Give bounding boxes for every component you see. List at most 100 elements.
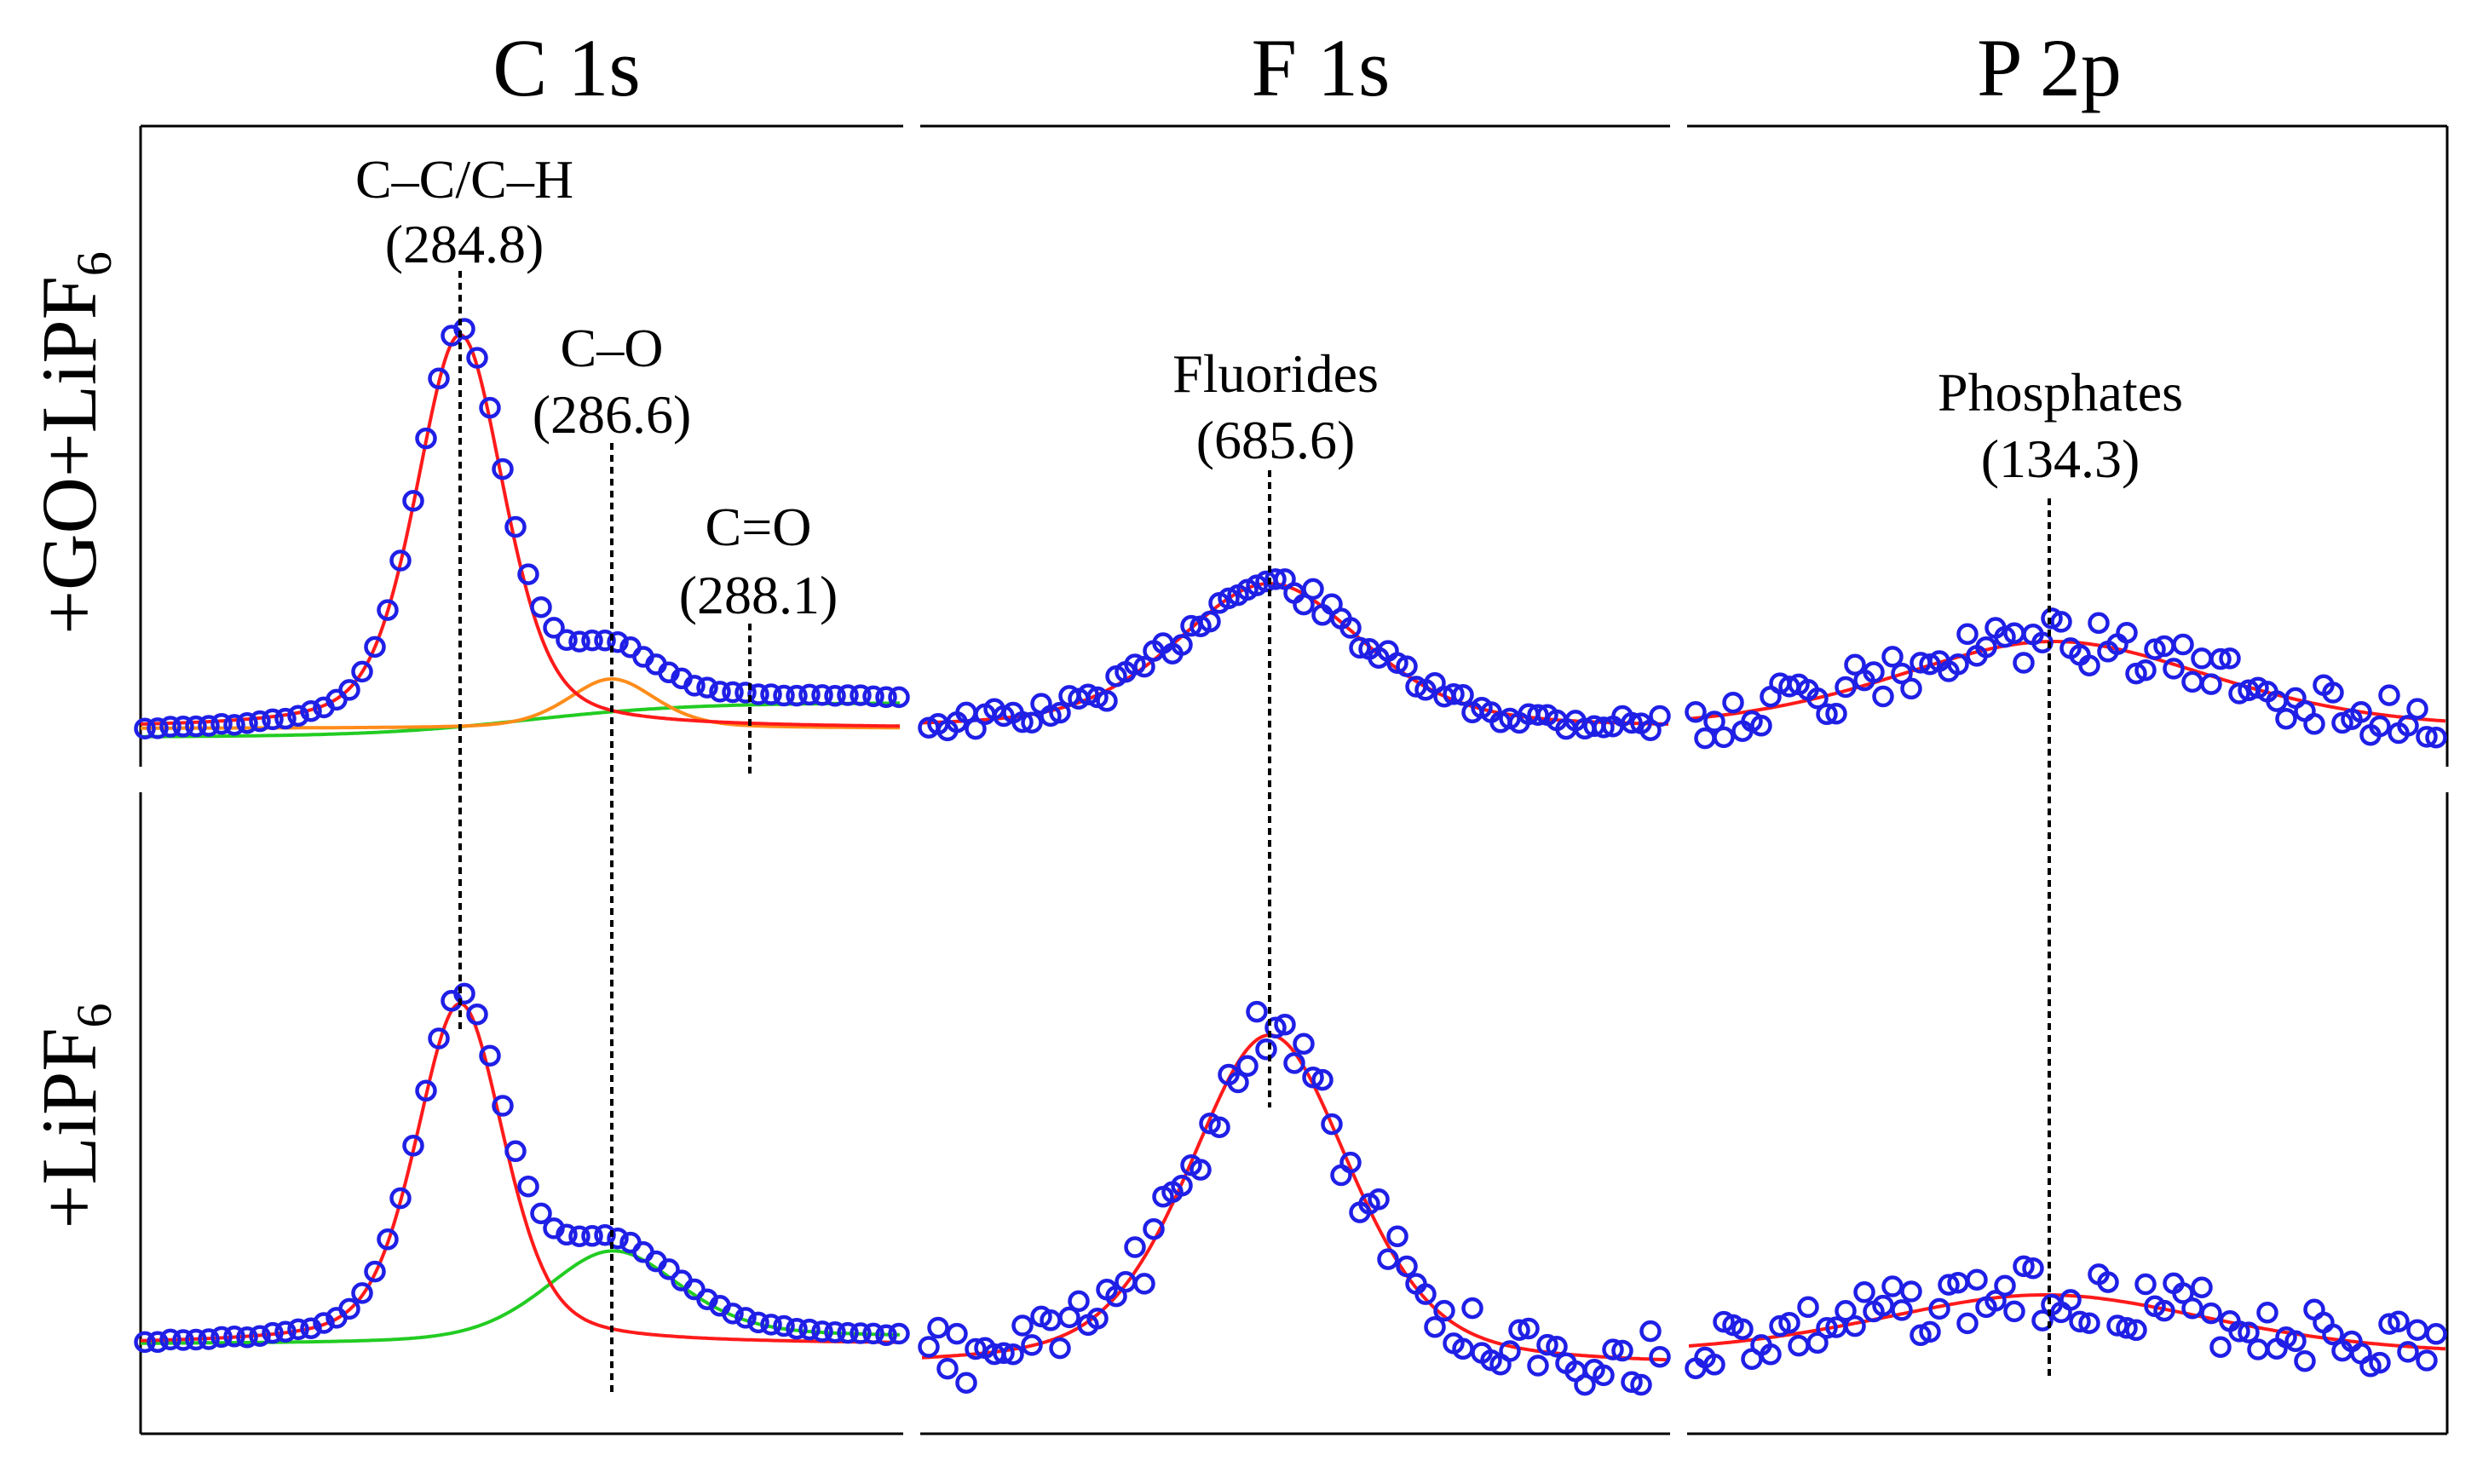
p2p-top-data-point xyxy=(1713,726,1735,749)
f1s-bottom-data-point xyxy=(927,1316,949,1339)
f1s-bottom-data-point xyxy=(1527,1355,1549,1377)
p2p-top-data-point xyxy=(2041,607,2063,630)
f1s-top-data-point xyxy=(1030,693,1052,715)
c1s-top-data-point xyxy=(530,595,552,618)
p2p-top-data-point xyxy=(2416,726,2438,748)
f1s-top-data-point xyxy=(1133,655,1155,678)
f1s-bottom-data-point xyxy=(1283,1052,1305,1074)
c1s-bottom-data-point xyxy=(824,1320,846,1343)
c1s-top-data-point xyxy=(236,711,258,734)
f1s-bottom-data-point xyxy=(1611,1339,1633,1362)
c1s-bottom-data-point xyxy=(837,1321,859,1344)
f1s-top-data-point xyxy=(1077,683,1099,705)
p2p-top-data-point xyxy=(2369,715,2391,738)
p2p-bottom-data-point xyxy=(1788,1334,1810,1357)
p2p-bottom-data-point xyxy=(2247,1338,2269,1360)
f1s-top-data-point xyxy=(1302,578,1324,601)
c1s-bottom-data-point xyxy=(850,1322,872,1344)
c1s-top-data-point xyxy=(747,683,769,705)
p2p-bottom-data-point xyxy=(2069,1310,2091,1333)
f1s-bottom-data-point xyxy=(1424,1315,1446,1338)
f1s-bottom-data-point xyxy=(1246,1000,1268,1023)
c1s-top-data-point xyxy=(147,717,169,739)
c1s-bottom-data-point xyxy=(773,1314,795,1337)
p2p-bottom-data-point xyxy=(2134,1273,2157,1296)
c1s-bottom-data-point xyxy=(338,1297,360,1320)
row-label-go-lipf6: +GO+LiPF6 xyxy=(26,251,122,635)
c1s-top-data-point xyxy=(504,515,527,538)
c1s-bottom-data-point xyxy=(760,1314,782,1336)
c1s-bottom-data-point xyxy=(351,1282,373,1304)
c1s-top-data-point xyxy=(811,684,833,706)
p2p-top-data-point xyxy=(2172,633,2194,656)
p2p-top-data-point xyxy=(2200,673,2222,695)
c1s-top-data-point xyxy=(415,427,437,450)
f1s-bottom-data-point xyxy=(1086,1308,1109,1330)
c1s-top-data-point xyxy=(377,599,399,621)
f1s-top-data-point xyxy=(1649,705,1671,728)
c1s-bottom-data-point xyxy=(249,1325,271,1347)
c1s-bottom-data-point xyxy=(504,1140,527,1163)
c1s-top-data-point xyxy=(543,617,565,639)
f1s-bottom-data-point xyxy=(1274,1013,1296,1036)
c1s-bottom-fit-cc xyxy=(140,1002,900,1344)
row-label-lipf6: +LiPF6 xyxy=(26,1004,122,1229)
c1s-bottom-data-point xyxy=(377,1228,399,1251)
p2p-top-data-point xyxy=(1919,653,1941,676)
p2p-bottom-data-point xyxy=(2388,1310,2410,1332)
p2p-top-data-point xyxy=(1863,661,1885,683)
annotation-cc-value: (284.8) xyxy=(385,214,544,274)
p2p-top-data-point xyxy=(1722,691,1744,714)
p2p-bottom-data-point xyxy=(2191,1276,2213,1298)
p2p-bottom-data-point xyxy=(2181,1297,2203,1320)
f1s-bottom-data-point xyxy=(1518,1317,1540,1340)
c1s-top-data-point xyxy=(594,630,616,652)
c1s-bottom-data-point xyxy=(402,1135,424,1157)
annotation-c=o-value: (288.1) xyxy=(679,565,838,625)
f1s-bottom-data-point xyxy=(1264,1016,1287,1038)
c1s-top-data-point xyxy=(300,699,322,722)
f1s-bottom-data-point xyxy=(1115,1270,1137,1293)
c1s-bottom-data-point xyxy=(262,1321,284,1344)
f1s-bottom-data-point xyxy=(1011,1314,1034,1337)
f1s-top-data-point xyxy=(1124,653,1146,676)
p2p-top-data-point xyxy=(1891,662,1913,685)
f1s-bottom-data-point xyxy=(1639,1320,1662,1343)
f1s-top-data-point xyxy=(1199,610,1221,633)
p2p-bottom-data-point xyxy=(2397,1341,2419,1363)
p2p-bottom-data-point xyxy=(2097,1271,2119,1293)
c1s-bottom-data-point xyxy=(492,1095,514,1117)
f1s-top-data-point xyxy=(1527,704,1549,726)
annotation-co-value: (286.6) xyxy=(533,384,692,445)
p2p-bottom-data-point xyxy=(2209,1336,2232,1358)
c1s-top-data-point xyxy=(134,717,156,739)
f1s-bottom-data-point xyxy=(1133,1273,1155,1295)
c1s-bottom-data-point xyxy=(147,1331,169,1354)
f1s-top-data-point xyxy=(1621,711,1643,734)
f1s-bottom-data-point xyxy=(918,1336,940,1358)
row-label-go-lipf6-text: +GO+LiPF xyxy=(26,276,112,635)
p2p-top-data-point xyxy=(1835,676,1857,699)
c1s-top-data-point xyxy=(364,636,386,659)
c1s-top-data-point xyxy=(683,675,706,697)
p2p-bottom-data-point xyxy=(1844,1314,1866,1337)
c1s-bottom-data-point xyxy=(453,982,475,1005)
c1s-bottom-data-point xyxy=(223,1326,245,1348)
p2p-bottom-data-point xyxy=(1760,1343,1782,1366)
p2p-bottom-data-point xyxy=(1984,1290,2007,1312)
p2p-top-data-point xyxy=(2219,647,2241,670)
c1s-top-data-point xyxy=(466,347,488,369)
column-title-c1s: C 1s xyxy=(493,22,640,113)
c1s-bottom-data-point xyxy=(594,1223,616,1246)
p2p-top-data-point xyxy=(2228,682,2250,705)
data-points-layer xyxy=(134,318,2447,1396)
p2p-bottom-data-point xyxy=(2256,1302,2278,1324)
c1s-top-data-point xyxy=(760,683,782,705)
annotation-c=o-name: C=O xyxy=(706,497,812,557)
c1s-top-data-point xyxy=(798,683,821,706)
row-label-lipf6-subscript: 6 xyxy=(66,1004,122,1028)
f1s-bottom-data-point xyxy=(1414,1283,1437,1305)
c1s-top-data-point xyxy=(722,681,744,704)
p2p-bottom-data-point xyxy=(2294,1349,2316,1372)
c1s-bottom-data-point xyxy=(134,1331,156,1354)
